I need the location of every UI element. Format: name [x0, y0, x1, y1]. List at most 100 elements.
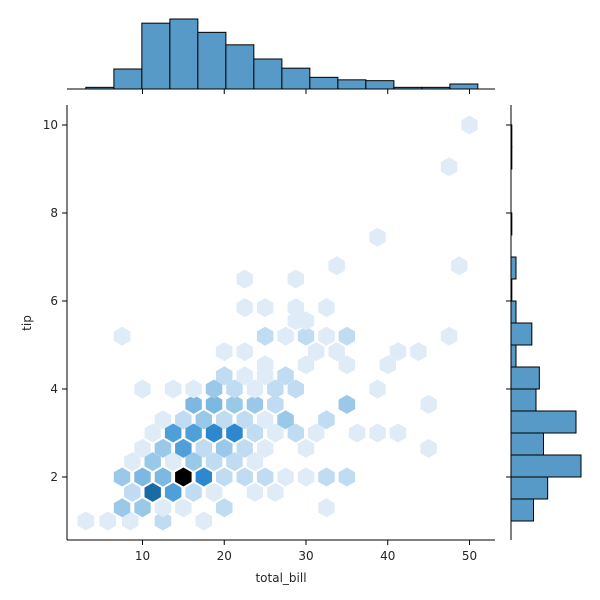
hexbin-cell	[205, 452, 223, 472]
hexbin-cell	[308, 423, 325, 443]
y-tick-label: 8	[50, 206, 58, 220]
hexbin-cell	[216, 498, 233, 518]
hexbin-cell	[226, 379, 243, 399]
hexbin-cell	[124, 482, 141, 502]
hexbin-cell	[185, 482, 202, 502]
hexbin-cell	[246, 423, 264, 443]
hexbin-cell	[205, 423, 223, 443]
hexbin-cell	[134, 438, 151, 458]
hexbin-cell	[226, 423, 243, 443]
hexbin-cell	[195, 438, 212, 458]
hexbin-cell	[308, 342, 325, 362]
hexbin-cell	[297, 467, 315, 487]
top-hist-bar	[337, 79, 367, 90]
hexbin-cell	[440, 326, 458, 346]
hexbin-cell	[318, 326, 335, 346]
hexbin-cell	[256, 298, 274, 318]
hexbin-cell	[122, 511, 139, 531]
hexbin-cell	[389, 423, 407, 443]
top-hist-bar	[365, 80, 395, 90]
hexbin-cell	[154, 498, 172, 518]
hexbin-cell	[216, 467, 233, 487]
right-hist-bar	[510, 410, 577, 434]
hexbin-cell	[318, 298, 335, 318]
right-hist-bar	[510, 344, 517, 368]
hexbin-cell	[134, 467, 151, 487]
hexbin-cell	[205, 482, 223, 502]
hexbin-cell	[277, 410, 294, 430]
hexbin-cell	[379, 355, 396, 375]
hexbin-cell	[297, 355, 315, 375]
hexbin-cell	[338, 467, 356, 487]
hexbin-cell	[205, 394, 223, 414]
hexbin-cell	[236, 467, 253, 487]
x-ticks: 10 20 30 40 50	[135, 540, 477, 563]
top-hist-bar	[85, 86, 115, 90]
hexbin-cell	[124, 452, 141, 472]
hexbin-cell	[267, 482, 284, 502]
y-tick-label: 4	[50, 382, 58, 396]
hexbin-cell	[185, 452, 202, 472]
right-hist-bar	[510, 432, 544, 456]
right-hist-bar	[510, 454, 582, 478]
top-hist-bar	[141, 22, 171, 90]
hexbin-cell	[287, 298, 304, 318]
hexbin-cell	[216, 410, 233, 430]
hexbin-cell	[185, 394, 202, 414]
hexbin-cell	[185, 423, 202, 443]
hexbin-cell	[195, 467, 212, 487]
hexbin-cell	[287, 269, 304, 289]
hexbin-cell	[236, 366, 253, 386]
hexbin-cell	[185, 379, 202, 399]
top-hist-bar	[169, 18, 199, 90]
hexbin-cell	[256, 438, 274, 458]
hexbin-layer	[77, 115, 478, 531]
x-tick-label: 50	[462, 549, 477, 563]
right-hist-bar	[510, 256, 517, 280]
hexbin-cell	[328, 342, 345, 362]
hexbin-cell	[369, 423, 386, 443]
hexbin-cell	[256, 355, 274, 375]
hexbin-cell	[267, 379, 284, 399]
right-hist-bar	[510, 146, 513, 170]
hexbin-cell	[277, 326, 294, 346]
hexbin-cell	[236, 342, 253, 362]
hexbin-cell	[318, 410, 335, 430]
hexbin-cell	[164, 452, 182, 472]
hexbin-cell	[318, 467, 335, 487]
hexbin-cell	[226, 452, 243, 472]
hexbin-cell	[256, 326, 274, 346]
hexbin-cell	[267, 423, 284, 443]
hexbin-cell	[195, 511, 212, 531]
hexbin-cell	[451, 256, 468, 276]
hexbin-cell	[154, 467, 172, 487]
x-tick-label: 10	[135, 549, 150, 563]
hexbin-cell	[246, 394, 264, 414]
hexbin-cell	[175, 438, 192, 458]
top-hist-bar	[393, 86, 423, 90]
hexbin-cell	[77, 511, 95, 531]
right-hist-bar	[510, 366, 540, 390]
hexbin-cell	[216, 366, 233, 386]
hexbin-cell	[113, 326, 131, 346]
hexbin-cell	[236, 298, 253, 318]
hexbin-cell	[410, 342, 427, 362]
hexbin-cell	[113, 467, 131, 487]
hexbin-cell	[338, 326, 356, 346]
hexbin-cell	[287, 423, 304, 443]
hexbin-cell	[461, 115, 478, 135]
right-hist-bar	[510, 278, 513, 302]
hexbin-cell	[369, 379, 386, 399]
hexbin-cell	[99, 511, 116, 531]
hexbin-cell	[154, 511, 172, 531]
hexbin-cell	[164, 423, 182, 443]
hexbin-cell	[420, 438, 437, 458]
hexbin-cell	[113, 498, 131, 518]
top-hist-bar	[281, 67, 311, 90]
top-hist-bar	[225, 44, 255, 90]
x-tick-label: 20	[217, 549, 232, 563]
right-hist-bar	[510, 212, 513, 236]
hexbin-cell	[144, 452, 161, 472]
hexbin-cell	[256, 467, 274, 487]
